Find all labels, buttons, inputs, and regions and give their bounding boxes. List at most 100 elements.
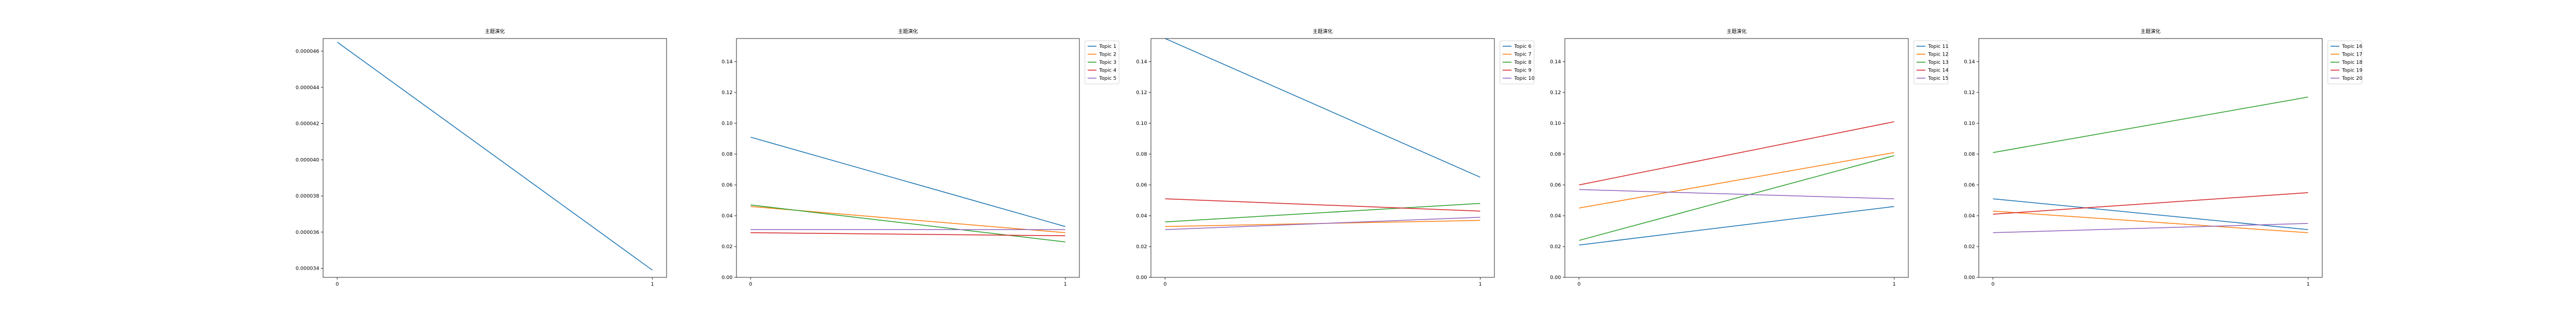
y-tick-label: 0.000036 bbox=[296, 230, 319, 236]
y-tick-label: 0.00 bbox=[722, 275, 733, 281]
y-tick-label: 0.000046 bbox=[296, 49, 319, 54]
legend: Topic 16 Topic 17 Topic 18 Topic 19 Topic 20 bbox=[2327, 40, 2362, 84]
y-tick-label: 0.14 bbox=[1550, 59, 1561, 65]
series-line-1 bbox=[337, 41, 653, 271]
y-tick-label: 0.000034 bbox=[296, 266, 319, 272]
chart-panel-3: 主题演化 0 1 0.00 0.02 0.04 0.06 0.08 0.10 0.12 0.14 To… bbox=[1136, 28, 1535, 287]
y-tick-label: 0.02 bbox=[1550, 244, 1561, 250]
panel-title: 主题演化 bbox=[1727, 28, 1747, 35]
chart-panel-2: 主题演化 0 1 0.00 0.02 0.04 0.06 0.08 0.10 0.12 0.14 To… bbox=[722, 28, 1120, 287]
legend-frame bbox=[1084, 40, 1120, 84]
x-tick-label: 1 bbox=[651, 282, 654, 287]
y-tick-label: 0.14 bbox=[1136, 59, 1147, 65]
legend-label: Topic 7 bbox=[1514, 52, 1531, 58]
x-tick-label: 0 bbox=[1991, 282, 1995, 287]
x-tick-label: 0 bbox=[1164, 282, 1167, 287]
y-tick-label: 0.10 bbox=[1136, 121, 1147, 127]
y-tick-label: 0.10 bbox=[722, 121, 733, 127]
series-line-3 bbox=[1993, 96, 2308, 153]
series-line-1 bbox=[1993, 198, 2308, 230]
axes-frame bbox=[736, 38, 1080, 278]
legend: Topic 1 Topic 2 Topic 3 Topic 4 Topic 5 bbox=[1084, 40, 1120, 84]
legend-frame bbox=[2327, 40, 2362, 84]
legend-label: Topic 15 bbox=[1928, 76, 1949, 81]
y-tick-label: 0.000042 bbox=[296, 122, 319, 127]
y-tick-label: 0.14 bbox=[1964, 59, 1975, 65]
legend-label: Topic 20 bbox=[2342, 76, 2362, 81]
y-tick-label: 0.000040 bbox=[296, 157, 319, 163]
legend-label: Topic 12 bbox=[1928, 52, 1949, 58]
y-tick-label: 0.06 bbox=[1136, 183, 1147, 188]
y-tick-label: 0.12 bbox=[722, 90, 733, 96]
y-tick-label: 0.08 bbox=[722, 152, 733, 157]
y-tick-label: 0.04 bbox=[1136, 214, 1147, 219]
legend: Topic 6 Topic 7 Topic 8 Topic 9 Topic 10 bbox=[1499, 40, 1535, 84]
x-tick-label: 1 bbox=[1063, 282, 1067, 287]
series-line-5 bbox=[1993, 223, 2308, 233]
y-tick-label: 0.06 bbox=[1550, 183, 1561, 188]
series-line-4 bbox=[1993, 192, 2308, 215]
y-tick-label: 0.02 bbox=[1136, 244, 1147, 250]
y-tick-label: 0.06 bbox=[722, 183, 733, 188]
panel-title: 主题演化 bbox=[485, 28, 505, 35]
panel-title: 主题演化 bbox=[898, 28, 918, 35]
y-tick-label: 0.04 bbox=[1964, 214, 1975, 219]
legend-label: Topic 10 bbox=[1514, 76, 1535, 81]
series-line-4 bbox=[1165, 198, 1481, 212]
y-tick-label: 0.12 bbox=[1550, 90, 1561, 96]
legend-label: Topic 16 bbox=[2342, 44, 2362, 50]
legend-label: Topic 3 bbox=[1099, 60, 1116, 65]
legend-frame bbox=[1913, 40, 1949, 84]
legend-label: Topic 11 bbox=[1928, 44, 1949, 50]
legend-label: Topic 6 bbox=[1514, 44, 1531, 50]
chart-panel-4: 主题演化 0 1 0.00 0.02 0.04 0.06 0.08 0.10 0.12 0.14 To… bbox=[1550, 28, 1949, 287]
y-tick-label: 0.04 bbox=[1550, 214, 1561, 219]
y-tick-label: 0.10 bbox=[1550, 121, 1561, 127]
x-tick-label: 0 bbox=[336, 282, 339, 287]
legend-label: Topic 4 bbox=[1099, 68, 1116, 74]
series-line-1 bbox=[1579, 206, 1895, 245]
y-tick-label: 0.000044 bbox=[296, 85, 319, 91]
legend-label: Topic 19 bbox=[2342, 68, 2362, 74]
series-line-1 bbox=[1165, 39, 1481, 178]
y-tick-label: 0.10 bbox=[1964, 121, 1975, 127]
series-line-2 bbox=[1579, 152, 1895, 209]
x-tick-label: 0 bbox=[1578, 282, 1581, 287]
legend-label: Topic 14 bbox=[1928, 68, 1949, 74]
chart-panel-1: 主题演化 0 1 0.000034 0.000036 0.000038 0.000040 0.… bbox=[296, 28, 667, 287]
axes-frame bbox=[1150, 38, 1495, 278]
series-line-4 bbox=[750, 232, 1066, 237]
panel-title: 主题演化 bbox=[1313, 28, 1333, 35]
y-tick-label: 0.02 bbox=[722, 244, 733, 250]
y-tick-label: 0.04 bbox=[722, 214, 733, 219]
axes-frame bbox=[1978, 38, 2323, 278]
y-tick-label: 0.000038 bbox=[296, 194, 319, 199]
y-tick-label: 0.12 bbox=[1964, 90, 1975, 96]
chart-panel-5: 主题演化 0 1 0.00 0.02 0.04 0.06 0.08 0.10 0.12 0.14 To… bbox=[1964, 28, 2362, 287]
legend-label: Topic 8 bbox=[1514, 60, 1531, 65]
y-tick-label: 0.00 bbox=[1136, 275, 1147, 281]
series-line-2 bbox=[1993, 210, 2308, 233]
series-line-5 bbox=[1165, 217, 1481, 230]
y-tick-label: 0.00 bbox=[1550, 275, 1561, 281]
x-tick-label: 1 bbox=[2306, 282, 2310, 287]
legend-label: Topic 1 bbox=[1099, 44, 1116, 50]
y-tick-label: 0.08 bbox=[1550, 152, 1561, 157]
panel-title: 主题演化 bbox=[2141, 28, 2160, 35]
x-tick-label: 1 bbox=[1892, 282, 1896, 287]
legend-label: Topic 18 bbox=[2342, 60, 2362, 65]
y-tick-label: 0.08 bbox=[1136, 152, 1147, 157]
legend-label: Topic 9 bbox=[1514, 68, 1531, 74]
axes-frame bbox=[323, 38, 667, 278]
y-tick-label: 0.06 bbox=[1964, 183, 1975, 188]
y-tick-label: 0.02 bbox=[1964, 244, 1975, 250]
series-line-5 bbox=[1579, 189, 1895, 199]
legend-label: Topic 17 bbox=[2342, 52, 2362, 58]
legend-label: Topic 13 bbox=[1928, 60, 1949, 65]
x-tick-label: 1 bbox=[1478, 282, 1482, 287]
y-tick-label: 0.08 bbox=[1964, 152, 1975, 157]
series-line-4 bbox=[1579, 121, 1895, 185]
legend-label: Topic 2 bbox=[1099, 52, 1116, 58]
series-line-3 bbox=[750, 204, 1066, 243]
y-tick-label: 0.12 bbox=[1136, 90, 1147, 96]
